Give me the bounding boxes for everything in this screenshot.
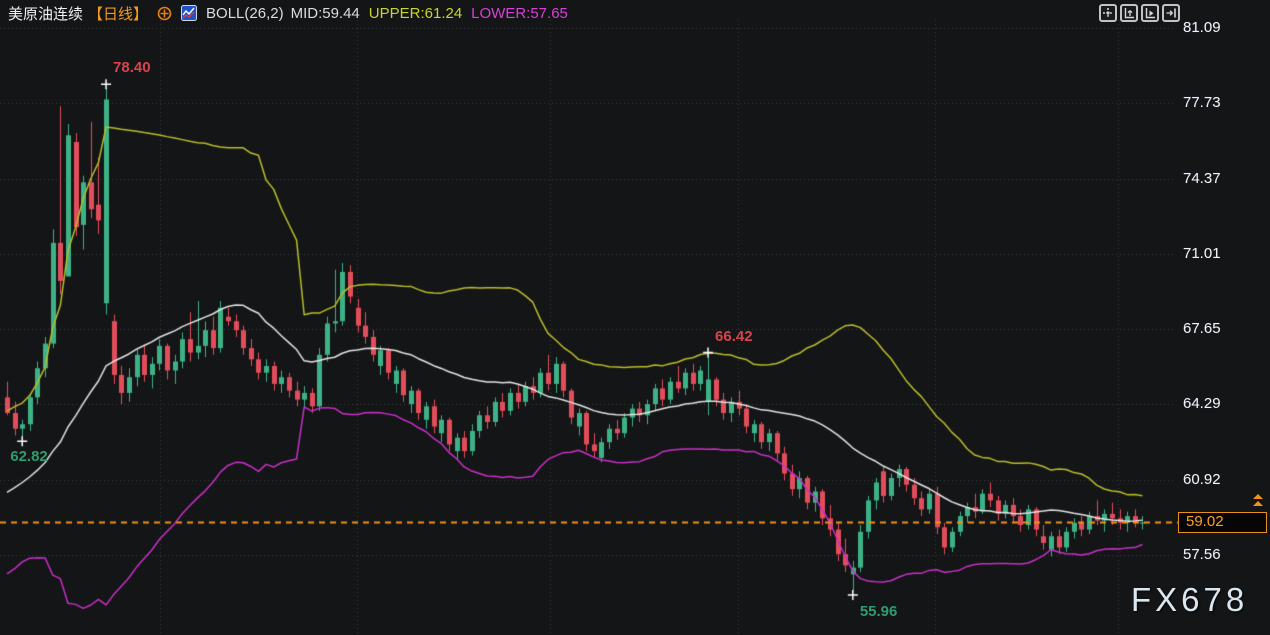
- y-axis-scale-icon[interactable]: [1120, 4, 1138, 22]
- go-to-latest-icon[interactable]: [1162, 4, 1180, 22]
- chart-header: 美原油连续 【日线】 BOLL(26,2) MID:59.44 UPPER:61…: [8, 3, 568, 23]
- target-icon[interactable]: [157, 6, 172, 21]
- last-price-tag: 59.02: [1178, 511, 1267, 533]
- price-up-arrow-icon: [1251, 493, 1265, 514]
- watermark: FX678: [1131, 581, 1249, 618]
- boll-mid-value: MID:59.44: [290, 4, 360, 22]
- pan-icon[interactable]: [1099, 4, 1117, 22]
- boll-indicator-label[interactable]: BOLL(26,2): [206, 4, 284, 22]
- boll-upper-value: UPPER:61.24: [368, 4, 463, 22]
- kline-chart-icon[interactable]: [181, 5, 198, 21]
- auto-scroll-icon[interactable]: [1141, 4, 1159, 22]
- symbol-name: 美原油连续: [8, 5, 84, 23]
- boll-lower-value: LOWER:57.65: [471, 4, 568, 22]
- chart-toolbar: [1099, 4, 1180, 22]
- period-label[interactable]: 【日线】: [88, 5, 149, 23]
